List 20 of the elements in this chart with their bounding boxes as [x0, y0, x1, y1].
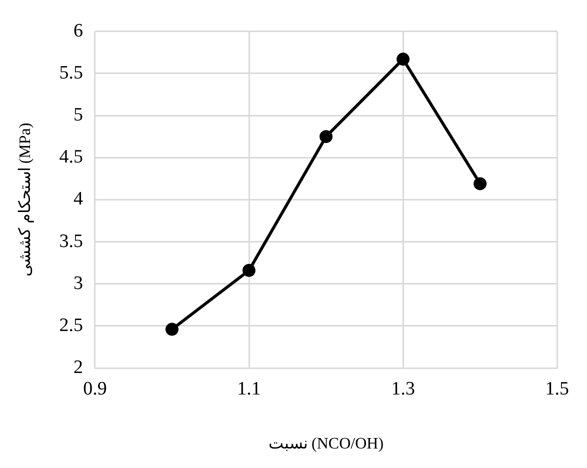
x-tick-label: 0.9 [83, 378, 107, 400]
point [165, 322, 178, 336]
point [396, 52, 410, 66]
y-tick-label: 4.5 [59, 146, 83, 168]
y-tick-label: 2.5 [59, 314, 83, 336]
y-tick-label: 5.5 [59, 62, 83, 84]
y-tick-label: 3.5 [59, 230, 83, 252]
point [474, 177, 487, 190]
y-tick-label: 4 [73, 188, 84, 210]
x-axis-title: نسبت (NCO/OH) [268, 436, 384, 453]
x-tick-label: 1.3 [391, 378, 415, 400]
point [320, 130, 333, 144]
y-tick-label: 5 [73, 104, 83, 126]
y-tick-label: 6 [73, 20, 83, 42]
x-tick-label: 1.5 [545, 378, 569, 400]
y-tick-label: 3 [73, 272, 83, 294]
x-tick-label: 1.1 [237, 378, 261, 400]
y-axis-title: استحکام کششی (MPa) [16, 122, 34, 277]
point [242, 264, 256, 277]
y-tick-label: 2 [73, 356, 83, 378]
